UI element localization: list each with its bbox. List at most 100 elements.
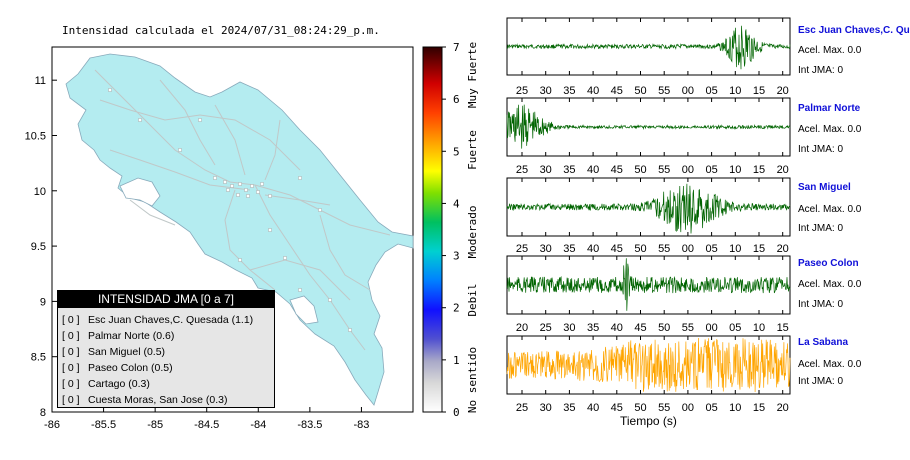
time-tick-label: 55 (658, 243, 670, 255)
time-tick-label: 30 (540, 85, 552, 97)
time-tick-label: 10 (729, 402, 741, 414)
legend-row: [ 0 ] Cartago (0.3) (62, 376, 270, 392)
station-dot (328, 298, 332, 302)
road-line (94, 69, 391, 236)
legend-row-text: Cuesta Moras, San Jose (0.3) (88, 394, 228, 406)
station-int: Int JMA: 0 (798, 65, 844, 76)
time-tick-label: 15 (777, 322, 789, 334)
road-line (214, 104, 246, 176)
station-dot (283, 256, 287, 260)
station-dot (238, 182, 242, 186)
colorbar-label: Fuerte (466, 130, 479, 170)
colorbar-label: Moderado (466, 206, 479, 259)
time-tick-label: 55 (658, 85, 670, 97)
time-tick-label: 15 (753, 164, 765, 176)
colorbar-tick-label: 2 (453, 302, 460, 315)
road-line (249, 259, 351, 301)
legend-row-text: Esc Juan Chaves,C. Quesada (1.1) (88, 314, 254, 326)
station-dot (226, 188, 230, 192)
waveform-trace (506, 25, 791, 70)
waveform-panel: 25 30 35 40 45 50 55 00 05 10 15 20 (506, 177, 791, 255)
legend-row: [ 0 ] Cuesta Moras, San Jose (0.3) (62, 392, 270, 408)
colorbar-labels: No sentido Debil Moderado Fuerte Muy Fuerte (466, 42, 479, 413)
legend-row-value: [ 0 ] (62, 314, 80, 326)
road-line (224, 189, 276, 291)
colorbar-label: Debil (466, 283, 479, 316)
time-tick-label: 00 (682, 85, 694, 97)
station-dots (108, 88, 352, 332)
station-acel: Acel. Max. 0.0 (798, 204, 862, 215)
time-tick-label: 20 (777, 164, 789, 176)
time-tick-label: 05 (705, 402, 717, 414)
station-dot (244, 188, 248, 192)
station-dot (178, 148, 182, 152)
lat-tick-label: 9 (40, 296, 46, 308)
road-line (264, 119, 281, 181)
waveform-trace (506, 183, 791, 234)
colorbar-label: No sentido (466, 347, 479, 413)
colorbar-tick-label: 1 (453, 354, 460, 367)
station-dot (348, 328, 352, 332)
time-tick-label: 20 (777, 85, 789, 97)
station-dot (223, 180, 227, 184)
station-dot (260, 182, 264, 186)
time-tick-label: 00 (682, 402, 694, 414)
station-dot (268, 228, 272, 232)
waveform-panel: 25 30 35 40 45 50 55 00 05 10 15 20 (506, 17, 791, 97)
colorbar-gradient (422, 46, 443, 413)
station-dot (298, 176, 302, 180)
station-acel: Acel. Max. 0.0 (798, 359, 862, 370)
station-name: Esc Juan Chaves,C. Qu (798, 25, 910, 36)
lat-tick-label: 10.5 (25, 130, 46, 142)
time-tick-label: 50 (634, 164, 646, 176)
station-dot (108, 88, 112, 92)
station-acel: Acel. Max. 0.0 (798, 279, 862, 290)
time-tick-label: 40 (611, 322, 623, 334)
legend-row: [ 0 ] Esc Juan Chaves,C. Quesada (1.1) (62, 312, 270, 328)
lat-tick-label: 9.5 (31, 241, 46, 253)
time-tick-label: 25 (540, 322, 552, 334)
time-tick-label: 00 (682, 164, 694, 176)
colorbar-tick-label: 4 (453, 197, 460, 210)
waveform-panel: 25 30 35 40 45 50 55 00 05 10 15 20 (506, 335, 791, 414)
time-tick-label: 35 (587, 322, 599, 334)
station-acel: Acel. Max. 0.0 (798, 45, 862, 56)
station-dot (246, 194, 250, 198)
road-line (99, 99, 301, 171)
station-dot (268, 194, 272, 198)
station-name: Paseo Colon (798, 258, 859, 269)
time-tick-label: 00 (705, 322, 717, 334)
legend-row: [ 0 ] Palmar Norte (0.6) (62, 328, 270, 344)
land-shape (65, 53, 414, 406)
waveform-trace (506, 337, 791, 393)
legend-row-text: Palmar Norte (0.6) (88, 330, 175, 342)
time-tick-label: 40 (587, 402, 599, 414)
time-tick-label: 45 (611, 85, 623, 97)
time-tick-label: 35 (563, 164, 575, 176)
colorbar-tick-label: 6 (453, 93, 460, 106)
road-line (264, 194, 331, 206)
colorbar-tick-label: 0 (453, 406, 460, 419)
time-tick-label: 25 (516, 164, 528, 176)
station-dot (256, 190, 260, 194)
legend-row-value: [ 0 ] (62, 362, 80, 374)
station-int: Int JMA: 0 (798, 376, 844, 387)
station-dot (198, 118, 202, 122)
time-tick-label: 45 (611, 164, 623, 176)
time-tick-label: 05 (705, 243, 717, 255)
lat-tick-label: 10 (34, 186, 46, 198)
time-tick-label: 50 (634, 85, 646, 97)
station-dot (238, 258, 242, 262)
time-tick-label: 30 (540, 243, 552, 255)
time-tick-label: 30 (563, 322, 575, 334)
time-tick-label: 05 (705, 85, 717, 97)
station-int: Int JMA: 0 (798, 144, 844, 155)
legend-row: [ 0 ] San Miguel (0.5) (62, 344, 270, 360)
lat-axis: 11 10.5 10 9.5 9 8.5 8 (25, 75, 57, 419)
lat-tick-label: 11 (35, 75, 46, 87)
station-int: Int JMA: 0 (798, 299, 844, 310)
lon-axis: -86 -85.5 -85 -84.5 -84 -83.5 -83 (44, 407, 369, 431)
waveform-trace (506, 258, 791, 311)
station-dot (213, 176, 217, 180)
